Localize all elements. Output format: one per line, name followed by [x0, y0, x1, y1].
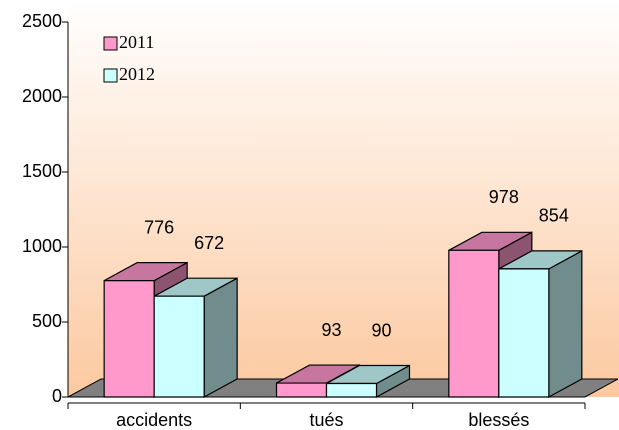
y-tick-label: 500 — [32, 311, 62, 331]
legend-label: 2012 — [119, 64, 155, 84]
bar-face — [325, 382, 378, 398]
bar-face — [153, 295, 205, 398]
data-label: 978 — [489, 187, 519, 207]
y-tick-label: 2000 — [22, 86, 62, 106]
bar-face — [548, 249, 583, 399]
data-label: 93 — [321, 320, 341, 340]
y-tick-label: 1000 — [22, 236, 62, 256]
bar — [153, 277, 238, 399]
legend-label: 2011 — [119, 32, 154, 52]
bar-face — [498, 268, 550, 398]
data-label: 776 — [144, 217, 174, 237]
x-tick-label: tués — [309, 410, 343, 430]
data-label: 672 — [194, 233, 224, 253]
data-label: 854 — [539, 206, 569, 226]
bar-face — [203, 277, 238, 399]
bar-face — [103, 280, 155, 398]
bar-face — [448, 249, 500, 398]
legend-swatch — [103, 68, 118, 83]
bar — [498, 249, 583, 399]
x-tick-label: accidents — [116, 410, 192, 430]
legend-swatch — [103, 36, 118, 51]
x-tick-label: blessés — [468, 410, 529, 430]
y-tick-label: 1500 — [22, 161, 62, 181]
y-tick-label: 0 — [52, 386, 62, 406]
bar — [325, 364, 411, 399]
y-tick-label: 2500 — [22, 11, 62, 31]
data-label: 90 — [371, 320, 391, 340]
bar-face — [275, 382, 328, 398]
